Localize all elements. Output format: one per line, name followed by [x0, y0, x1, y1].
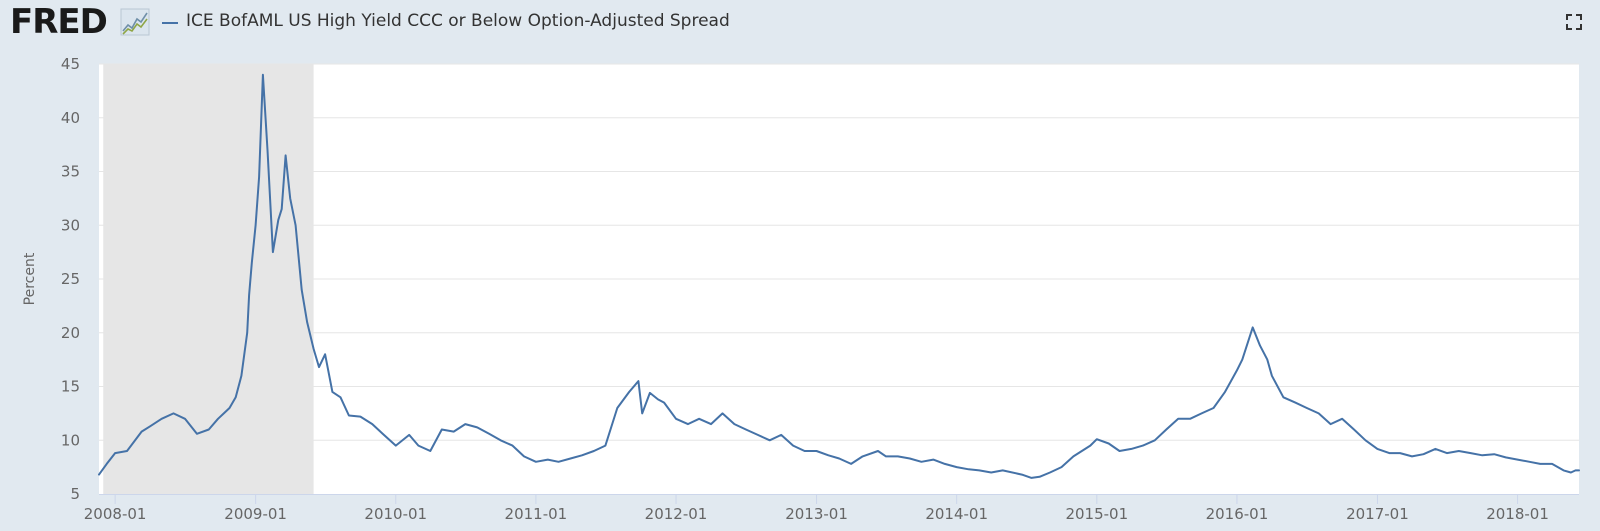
- x-tick-label: 2018-01: [1486, 505, 1549, 523]
- y-tick-label: 25: [61, 270, 80, 288]
- y-axis-label: Percent: [22, 252, 38, 305]
- y-axis: 5 10 15 20 25 30 35 40 45: [61, 55, 80, 503]
- fred-logo[interactable]: FRED: [10, 2, 108, 42]
- x-tick-label: 2011-01: [505, 505, 568, 523]
- x-tick-label: 2009-01: [224, 505, 287, 523]
- x-tick-label: 2010-01: [364, 505, 427, 523]
- y-tick-label: 15: [61, 378, 80, 396]
- y-tick-label: 30: [61, 216, 80, 234]
- fred-graph-icon: [120, 8, 150, 36]
- y-tick-label: 45: [61, 55, 80, 73]
- fullscreen-icon[interactable]: [1566, 14, 1582, 30]
- y-tick-label: 5: [70, 485, 80, 503]
- x-tick-label: 2016-01: [1206, 505, 1269, 523]
- series-title: ICE BofAML US High Yield CCC or Below Op…: [186, 11, 730, 31]
- y-tick-label: 20: [61, 324, 80, 342]
- grid-lines: [99, 63, 1579, 441]
- x-tick-label: 2015-01: [1065, 505, 1128, 523]
- legend-swatch: [162, 22, 178, 24]
- x-tick-label: 2008-01: [84, 505, 147, 523]
- x-tick-label: 2017-01: [1346, 505, 1409, 523]
- x-tick-label: 2013-01: [785, 505, 848, 523]
- x-axis: 2008-01 2009-01 2010-01 2011-01 2012-01 2013-…: [84, 494, 1579, 523]
- x-tick-label: 2014-01: [925, 505, 988, 523]
- series-layer: [98, 73, 1580, 479]
- x-tick-label: 2012-01: [645, 505, 708, 523]
- y-tick-label: 10: [61, 431, 80, 449]
- series-line: [98, 73, 1580, 479]
- y-tick-label: 35: [61, 163, 80, 181]
- y-tick-label: 40: [61, 109, 80, 127]
- chart-header: FRED ICE BofAML US High Yield CCC or Bel…: [0, 0, 1600, 44]
